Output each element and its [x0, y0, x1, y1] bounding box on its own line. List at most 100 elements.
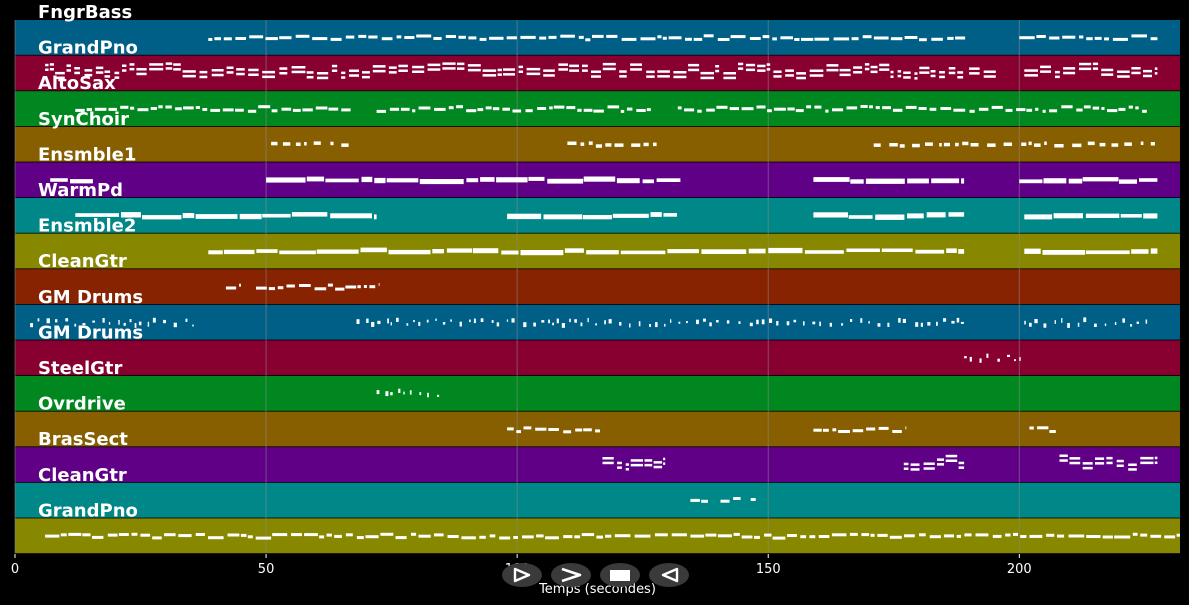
- note: [1087, 141, 1095, 146]
- time-grid: [14, 20, 1020, 553]
- note: [235, 108, 244, 112]
- note: [497, 68, 502, 72]
- note: [1101, 68, 1114, 72]
- note: [74, 71, 80, 75]
- note: [95, 66, 104, 70]
- note: [809, 74, 824, 77]
- note: [786, 321, 790, 326]
- note: [638, 321, 641, 327]
- note: [412, 109, 416, 113]
- note: [591, 75, 601, 78]
- note: [868, 321, 870, 324]
- note: [1154, 67, 1158, 70]
- note: [1035, 107, 1039, 111]
- note: [121, 212, 141, 218]
- note-region: [567, 141, 657, 148]
- note: [479, 535, 486, 539]
- track-label: Ensmble1: [38, 144, 136, 165]
- note: [563, 430, 572, 434]
- note: [1043, 178, 1067, 184]
- note: [182, 213, 195, 219]
- note: [195, 106, 200, 109]
- note: [1028, 141, 1032, 146]
- track-label: SteelGtr: [38, 358, 123, 379]
- note: [1061, 105, 1073, 109]
- note: [892, 430, 902, 433]
- note: [138, 321, 142, 326]
- note: [861, 533, 870, 537]
- track-label: CleanGtr: [38, 465, 127, 486]
- note: [969, 72, 980, 75]
- note: [249, 35, 264, 39]
- note: [211, 69, 224, 72]
- note: [55, 76, 65, 80]
- note: [1019, 179, 1043, 184]
- note: [1124, 142, 1132, 146]
- note: [749, 322, 753, 327]
- note: [912, 143, 920, 148]
- note-region: [30, 317, 194, 328]
- note: [1020, 535, 1027, 538]
- note: [693, 37, 703, 41]
- track-label: SynChoir: [38, 109, 129, 130]
- note: [118, 320, 120, 325]
- note: [796, 72, 806, 75]
- note: [1063, 71, 1076, 75]
- note: [286, 284, 295, 288]
- note: [582, 64, 588, 68]
- stop-icon: [610, 570, 630, 581]
- stop-button[interactable]: [600, 563, 640, 587]
- note: [543, 74, 555, 77]
- note: [95, 71, 104, 74]
- note: [75, 108, 85, 112]
- note: [697, 109, 702, 113]
- forward-button[interactable]: [551, 563, 591, 587]
- note: [553, 105, 565, 109]
- note: [1082, 462, 1093, 465]
- note: [66, 69, 71, 72]
- note: [1079, 62, 1092, 66]
- note: [208, 536, 224, 540]
- note: [569, 318, 571, 323]
- play-from-start-button[interactable]: [502, 563, 542, 587]
- note: [388, 71, 397, 74]
- note: [919, 71, 930, 74]
- note: [175, 107, 182, 111]
- note: [879, 68, 890, 71]
- note: [574, 319, 577, 323]
- note: [925, 142, 933, 146]
- rewind-button[interactable]: [649, 563, 689, 587]
- note-region: [677, 105, 1147, 113]
- note: [1130, 324, 1133, 327]
- track-label: GM Drums: [38, 322, 143, 343]
- note: [349, 74, 359, 77]
- note: [983, 75, 996, 78]
- note: [560, 34, 575, 38]
- note: [686, 321, 688, 324]
- note: [266, 177, 306, 183]
- track-lane: [15, 269, 1180, 304]
- note: [716, 105, 728, 109]
- note: [456, 105, 463, 109]
- note: [541, 320, 545, 323]
- note: [626, 107, 633, 111]
- note: [690, 498, 700, 502]
- note: [951, 320, 955, 324]
- note: [1131, 71, 1141, 75]
- note: [1117, 75, 1130, 78]
- note: [1049, 109, 1058, 113]
- note: [314, 287, 327, 291]
- note: [445, 35, 456, 38]
- note: [733, 532, 740, 536]
- note: [208, 38, 213, 41]
- note: [602, 67, 616, 71]
- note: [931, 178, 960, 184]
- note: [1029, 426, 1034, 430]
- note: [304, 142, 307, 146]
- note-region: [1024, 248, 1158, 255]
- note: [149, 67, 164, 71]
- note: [903, 71, 911, 74]
- note: [335, 287, 345, 291]
- track-lane: [15, 126, 1180, 162]
- note: [939, 71, 945, 74]
